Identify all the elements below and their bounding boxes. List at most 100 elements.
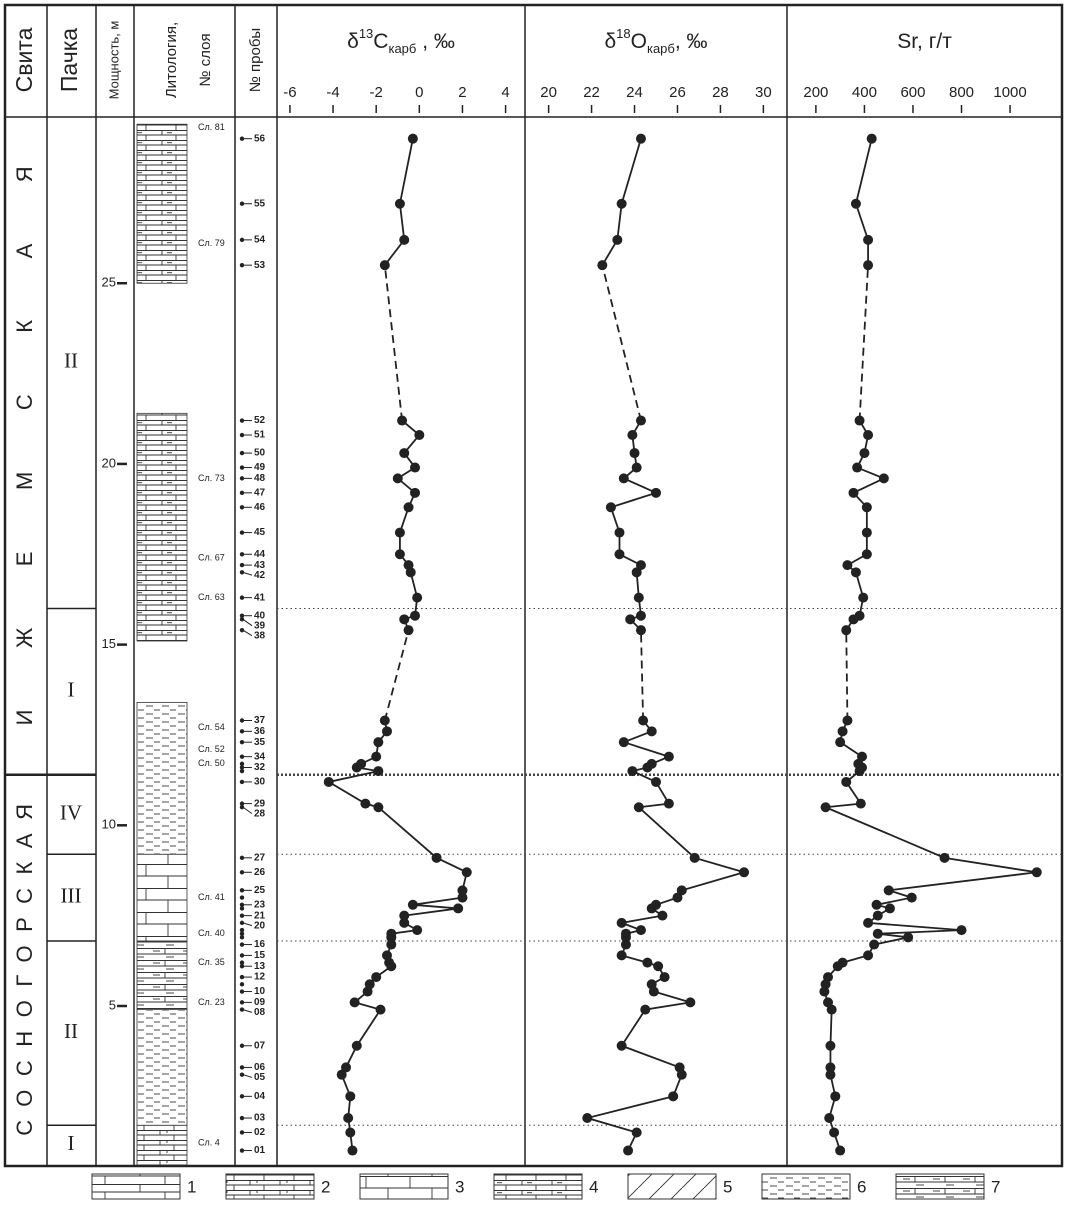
data-point — [612, 234, 623, 245]
depth-tick-label: 10 — [102, 817, 116, 832]
sample-dot — [239, 935, 245, 940]
data-point — [939, 852, 950, 863]
member-label: I — [68, 677, 75, 701]
data-point — [823, 997, 834, 1008]
chart-title: Sr, г/т — [897, 30, 952, 53]
sample-label: 45 — [254, 527, 266, 538]
data-point — [837, 957, 848, 968]
sample-dot — [239, 627, 245, 633]
sample-label: 29 — [254, 798, 266, 809]
data-point — [855, 798, 866, 809]
data-point — [399, 917, 410, 928]
lithology-interval — [136, 702, 188, 855]
data-point — [403, 502, 414, 513]
data-point — [412, 592, 423, 603]
data-point — [403, 560, 414, 571]
sample-dot — [239, 450, 245, 456]
data-point — [837, 726, 848, 737]
sample-dot — [239, 136, 245, 141]
sample-label: 12 — [254, 972, 266, 983]
sample-label: 01 — [254, 1145, 266, 1156]
sample-dot — [239, 530, 245, 535]
data-point — [618, 473, 629, 484]
header-lithology: Литология, — [163, 22, 180, 98]
data-point — [457, 885, 468, 896]
x-tick-label: 0 — [415, 84, 423, 101]
sample-dot — [239, 974, 245, 980]
sample-label: 48 — [254, 473, 266, 484]
data-point — [351, 1040, 362, 1051]
data-point — [410, 487, 421, 498]
data-point — [854, 415, 865, 426]
sample-dot — [239, 418, 245, 423]
data-point — [597, 260, 608, 271]
x-tick-label: 22 — [583, 84, 600, 101]
sample-dot — [239, 432, 245, 438]
data-point — [629, 448, 640, 459]
data-point — [605, 502, 616, 513]
sample-label: 02 — [254, 1127, 266, 1138]
data-point — [373, 766, 384, 777]
data-point — [866, 133, 877, 144]
data-point — [825, 1062, 836, 1073]
sample-label: 47 — [254, 487, 266, 498]
x-tick-label: 30 — [755, 84, 772, 101]
data-point — [453, 903, 464, 914]
data-point — [825, 1040, 836, 1051]
data-point — [651, 776, 661, 787]
data-point — [394, 527, 405, 538]
data-point — [371, 972, 382, 983]
gap-connector — [845, 630, 849, 721]
gap-connector — [640, 630, 645, 721]
gap-connector — [383, 629, 410, 721]
data-point — [379, 260, 390, 271]
sample-leader — [242, 1009, 253, 1013]
data-point — [381, 726, 392, 737]
sample-dot — [239, 1072, 245, 1077]
layer-label: Сл. 73 — [198, 473, 225, 483]
data-point — [623, 1145, 634, 1156]
data-point — [410, 462, 421, 473]
data-point — [627, 766, 638, 777]
gap-connector — [858, 265, 869, 421]
legend-label: 5 — [723, 1177, 732, 1196]
sample-label: 09 — [254, 997, 266, 1008]
x-tick-label: 400 — [852, 84, 877, 101]
sample-dot — [239, 562, 245, 568]
sample-dot — [239, 754, 245, 759]
sample-label: 13 — [254, 961, 266, 972]
x-tick-label: -2 — [370, 84, 383, 101]
sample-dot — [239, 465, 245, 470]
data-point — [906, 892, 917, 903]
data-point — [403, 625, 414, 636]
data-point — [373, 802, 384, 813]
sample-dot — [239, 739, 245, 745]
layer-label: Сл. 54 — [198, 722, 225, 732]
title-part: Sr, г/т — [897, 30, 952, 53]
data-point — [835, 1145, 846, 1156]
data-point — [616, 198, 627, 209]
sample-label: 40 — [254, 610, 266, 621]
x-tick-label: -4 — [326, 84, 339, 101]
data-point — [878, 473, 889, 484]
title-part: δ — [604, 30, 616, 53]
legend-swatch — [627, 1173, 717, 1200]
sample-label: 20 — [254, 920, 266, 931]
data-point — [848, 487, 859, 498]
sample-label: 03 — [254, 1113, 266, 1124]
data-point — [635, 610, 646, 621]
sample-dot — [239, 765, 245, 770]
sample-label: 39 — [254, 620, 266, 631]
data-point — [646, 979, 657, 990]
sample-label: 38 — [254, 630, 266, 641]
sample-leader — [242, 922, 253, 927]
x-tick-label: 26 — [669, 84, 686, 101]
sample-dot — [239, 1094, 245, 1099]
frame — [3, 3, 1064, 1168]
sample-dot — [239, 888, 245, 893]
sample-label: 30 — [254, 777, 266, 788]
sample-label: 36 — [254, 726, 266, 737]
data-point — [399, 910, 410, 921]
data-point — [373, 737, 384, 748]
sample-dot — [239, 552, 245, 557]
